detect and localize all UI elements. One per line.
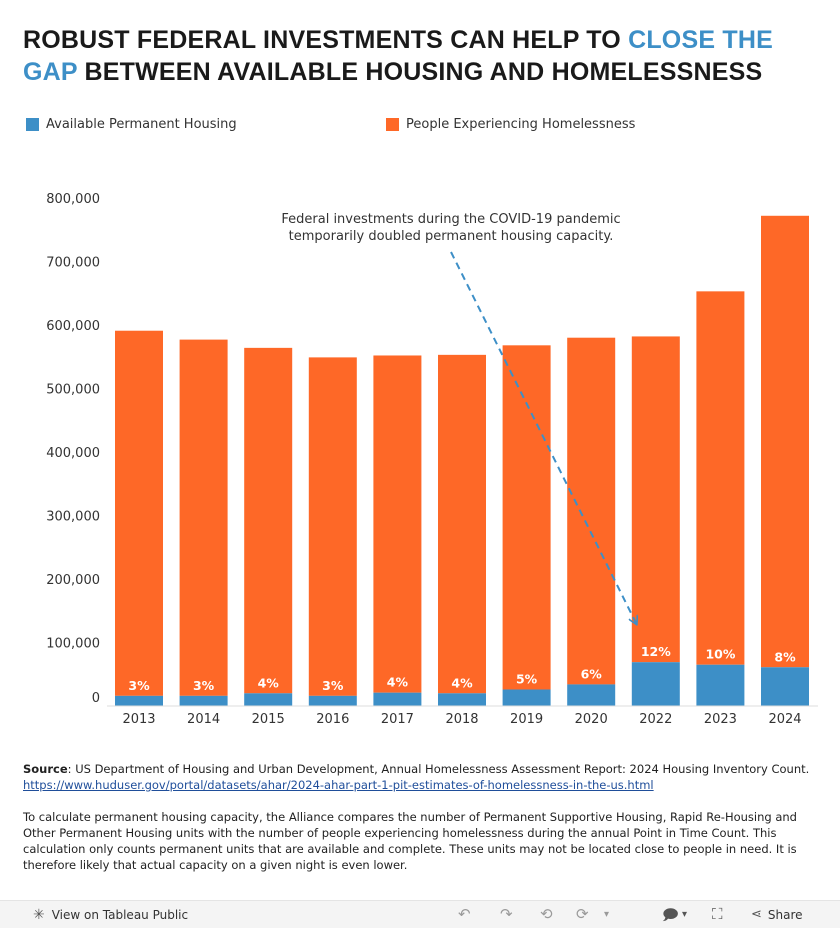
bar-homelessness [631,336,680,663]
title-part1: ROBUST FEDERAL INVESTMENTS CAN HELP TO [23,26,629,54]
legend: Available Permanent Housing People Exper… [0,117,840,135]
y-tick-label: 100,000 [46,637,100,652]
view-on-tableau-label: View on Tableau Public [51,908,189,922]
bar-housing [761,667,809,706]
bar-data-label: 3% [193,678,215,693]
x-axis: 2013 2014 2015 2016 2017 2018 2019 2020 2022 2023… [107,705,818,727]
share-icon: ⋖ [751,907,762,922]
bar-data-label: 12% [641,644,671,659]
fullscreen-icon[interactable]: ⛶ [712,905,723,923]
annotation-arrow [450,251,636,623]
x-tick-label: 2023 [704,712,737,727]
bar-housing [308,695,357,706]
bar-homelessness [696,291,745,665]
annotation-line2: temporarily doubled permanent housing ca… [289,229,614,244]
annotation-line1: Federal investments during the COVID-19 … [281,212,620,227]
bar-data-label: 6% [581,666,603,681]
refresh-dropdown-icon[interactable]: ▾ [604,909,610,920]
x-tick-label: 2016 [316,712,349,727]
bar-homelessness [373,355,422,693]
title-part2: BETWEEN AVAILABLE HOUSING AND HOMELESSNE… [77,58,763,86]
comment-icon[interactable]: 🗩 [662,906,679,924]
bar-data-label: 10% [705,647,735,662]
legend-label-homelessness: People Experiencing Homelessness [406,117,636,132]
comment-dropdown-icon[interactable]: ▾ [682,909,688,920]
undo-icon[interactable]: ↶ [458,905,471,923]
x-tick-label: 2019 [510,712,543,727]
refresh-icon[interactable]: ⟳ [576,905,589,923]
x-tick-label: 2020 [575,712,608,727]
bar-housing [631,662,680,706]
y-axis: 0 100,000 200,000 300,000 400,000 500,000 600,… [46,192,100,706]
methodology-note: To calculate permanent housing capacity,… [23,810,797,872]
legend-swatch-homelessness [386,118,399,131]
y-tick-label: 200,000 [46,573,100,588]
bar-housing [244,693,293,706]
x-tick-label: 2022 [639,712,672,727]
bar-homelessness [115,330,163,696]
y-tick-label: 600,000 [46,319,100,334]
revert-icon[interactable]: ⟲ [540,905,553,923]
y-tick-label: 0 [92,691,100,706]
bar-homelessness [502,345,551,690]
source-link[interactable]: https://www.huduser.gov/portal/datasets/… [23,778,654,792]
bar-data-label: 4% [258,675,280,690]
legend-label-housing: Available Permanent Housing [46,117,237,132]
x-tick-label: 2018 [445,712,478,727]
y-tick-label: 400,000 [46,446,100,461]
bar-housing [179,695,228,706]
x-tick-label: 2017 [381,712,414,727]
stacked-bar-chart: 0 100,000 200,000 300,000 400,000 500,000 600,… [46,192,818,727]
bar-data-label: 3% [322,678,344,693]
chart-title: ROBUST FEDERAL INVESTMENTS CAN HELP TO C… [23,24,823,88]
bar-housing [373,692,422,706]
bars-group: 3% 3% 4% 3% 4% 4% 5% 6% 12% 10% 8% [115,215,809,706]
share-label: Share [767,907,803,922]
tableau-icon: ✳ [33,907,45,923]
bar-data-label: 4% [451,675,473,690]
bar-homelessness [761,215,809,668]
y-tick-label: 300,000 [46,510,100,525]
source-text: Source: US Department of Housing and Urb… [23,761,823,793]
y-tick-label: 700,000 [46,256,100,271]
view-on-tableau-button[interactable]: ✳ View on Tableau Public [33,907,188,923]
share-button[interactable]: ⋖ Share [751,907,803,922]
x-tick-label: 2024 [768,712,801,727]
bar-housing [696,664,745,706]
bar-housing [438,693,486,706]
x-tick-label: 2014 [187,712,220,727]
title-highlight: CLOSE THE GAP [23,26,773,86]
source-label: Source [23,762,68,776]
tableau-footer: ✳ View on Tableau Public ↶ ↷ ⟲ ⟳ ▾ 🗩 ▾ ⛶… [0,900,840,928]
bar-housing [115,695,163,706]
redo-icon[interactable]: ↷ [500,905,513,923]
legend-item-homelessness[interactable]: People Experiencing Homelessness [386,117,635,132]
bar-homelessness [308,357,357,696]
y-tick-label: 800,000 [46,192,100,207]
bar-data-label: 3% [128,678,150,693]
bar-homelessness [179,339,228,696]
bar-housing [567,684,616,706]
bar-homelessness [438,354,486,694]
bar-homelessness [567,337,616,685]
x-tick-label: 2015 [252,712,285,727]
x-tick-label: 2013 [122,712,155,727]
bar-data-label: 8% [774,649,796,664]
legend-swatch-housing [26,118,39,131]
legend-item-housing[interactable]: Available Permanent Housing [26,117,237,132]
y-tick-label: 500,000 [46,383,100,398]
bar-housing [502,689,551,706]
bar-homelessness [244,347,293,694]
bar-data-label: 5% [516,671,538,686]
bar-data-label: 4% [387,675,409,690]
source-description: : US Department of Housing and Urban Dev… [67,762,810,776]
